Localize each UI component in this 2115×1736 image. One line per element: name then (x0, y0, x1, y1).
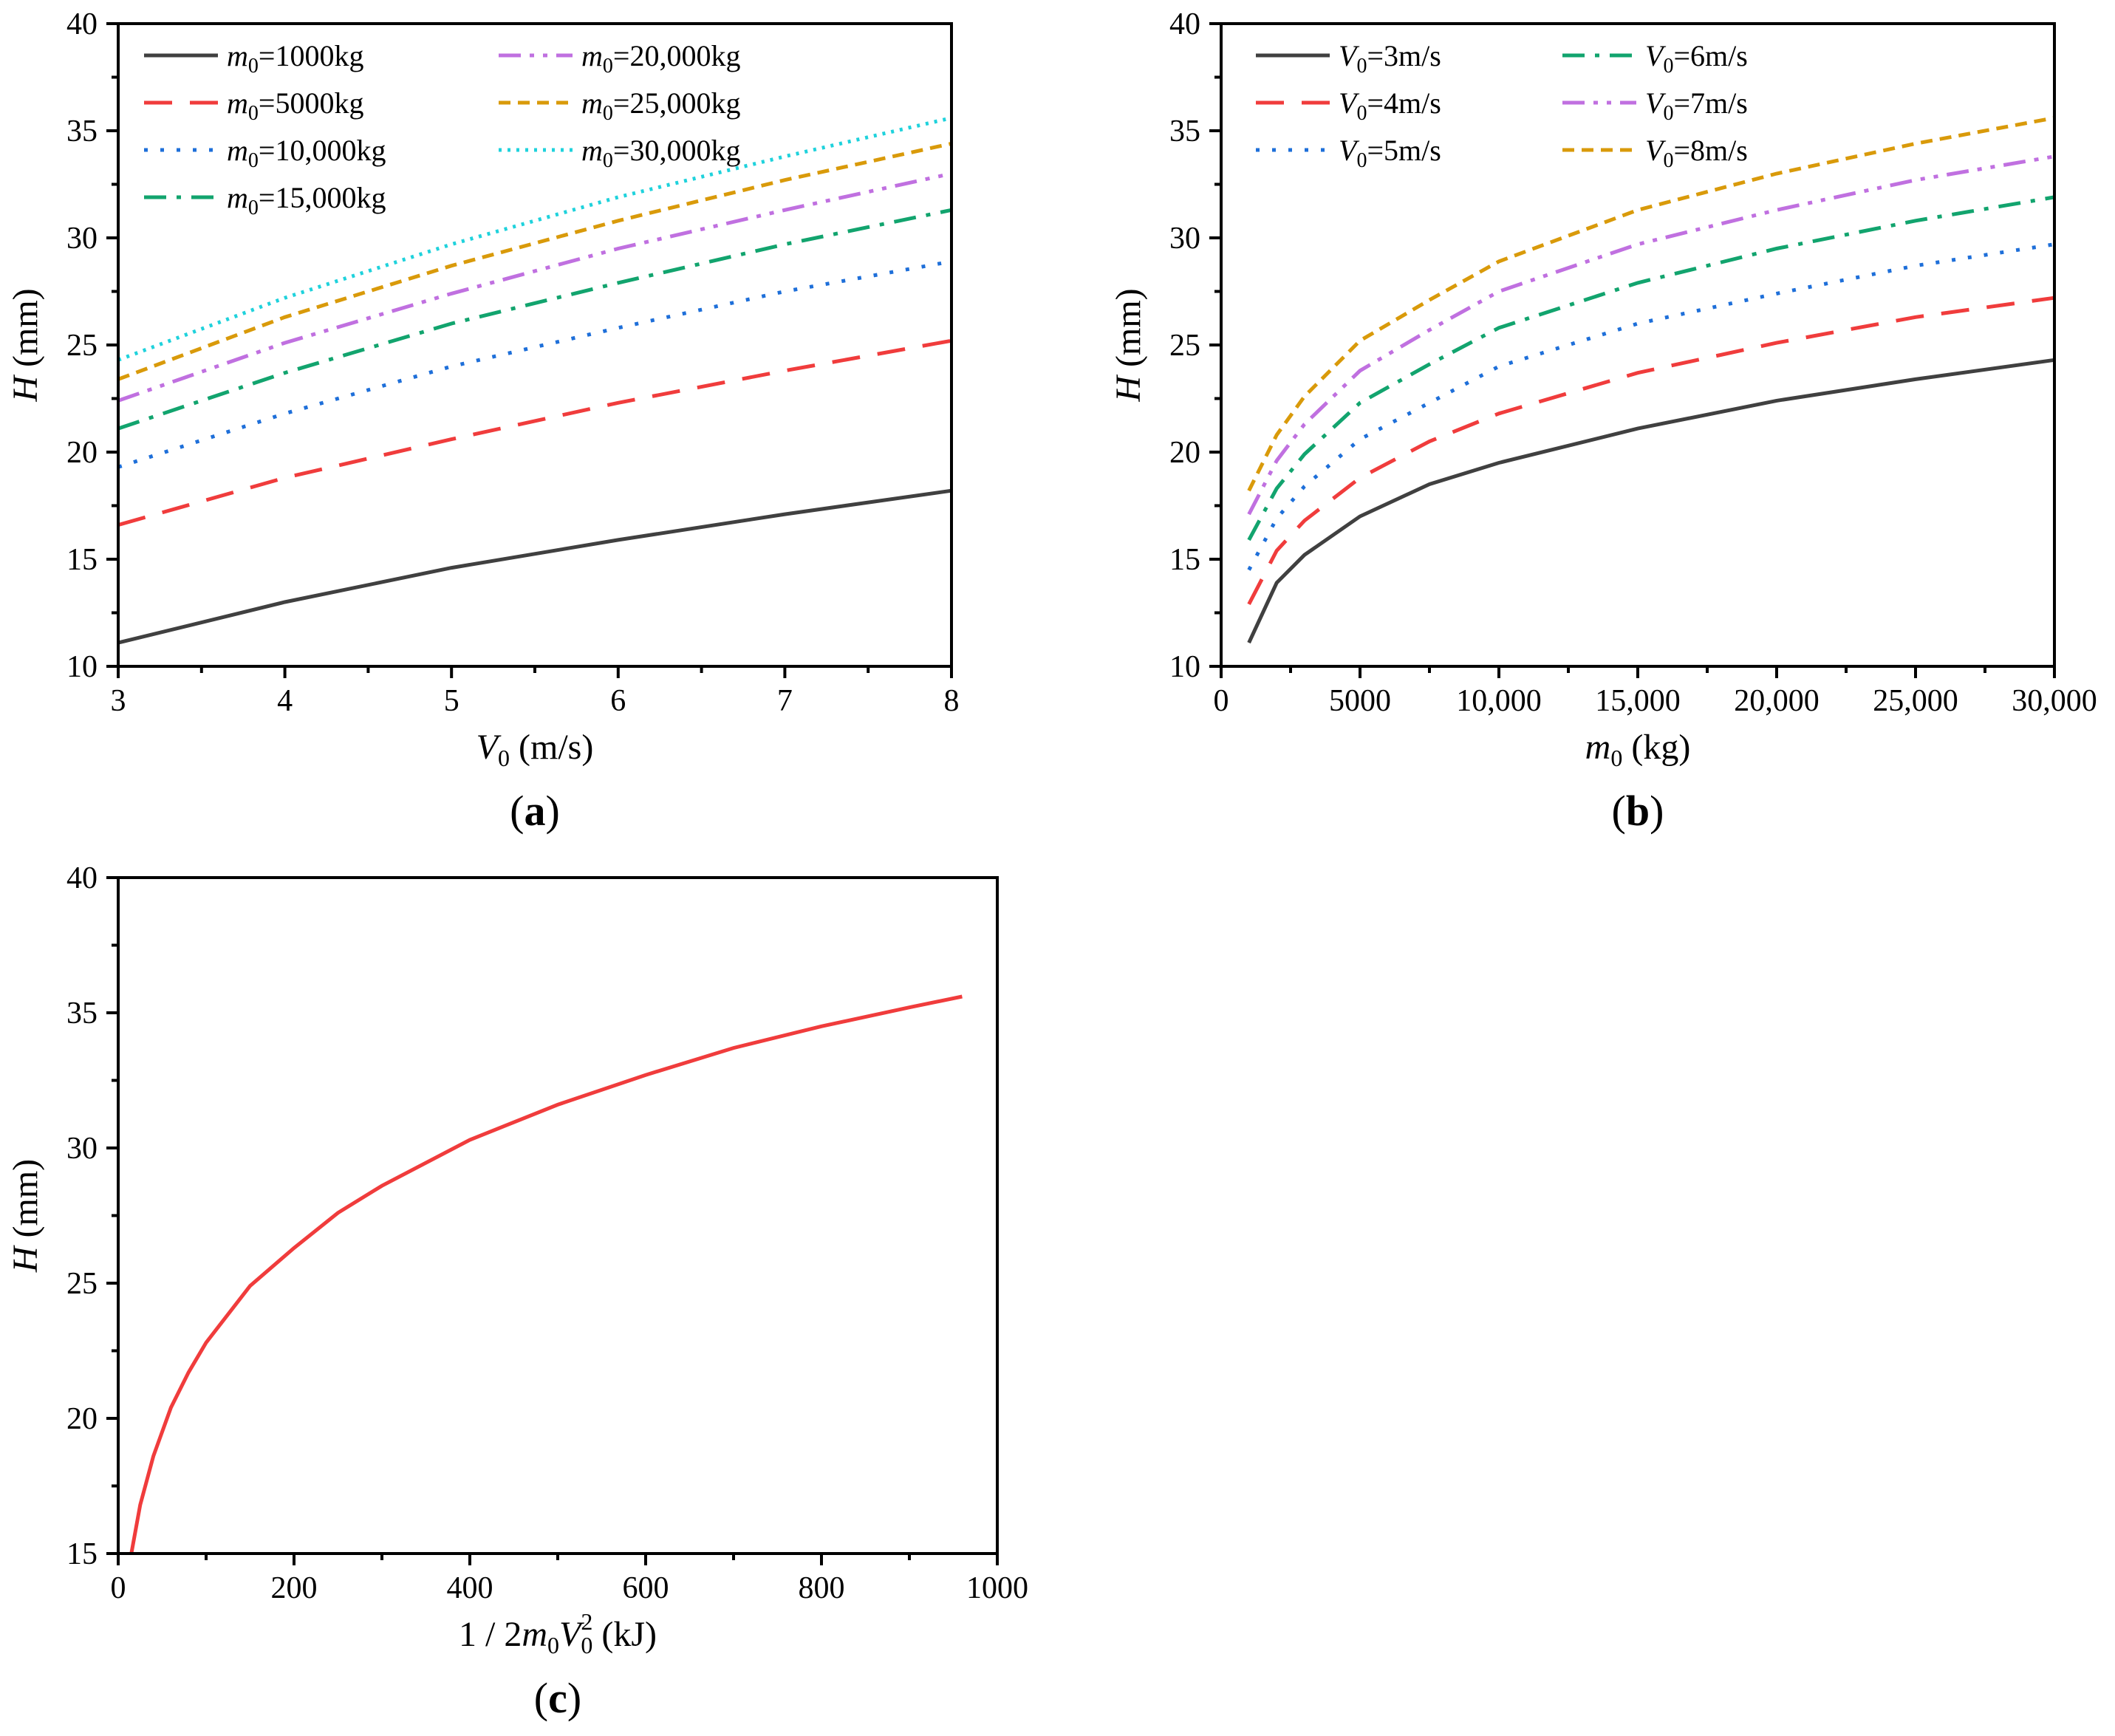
series-line-1 (1247, 358, 2055, 644)
y-tick-label: 35 (66, 115, 98, 148)
y-tick-label: 25 (66, 1267, 98, 1301)
y-tick-label: 40 (1169, 7, 1200, 41)
x-tick-label: 1000 (966, 1571, 1028, 1605)
panel-label: (c) (534, 1674, 581, 1722)
x-tick-label: 0 (1214, 684, 1229, 718)
x-tick-label: 7 (777, 684, 793, 718)
x-tick-label: 0 (111, 1571, 126, 1605)
panel-label: (a) (510, 787, 560, 835)
y-tick-label: 30 (66, 1132, 98, 1166)
plot-frame (1220, 22, 2056, 668)
y-tick-label: 40 (66, 7, 98, 41)
x-tick-label: 5 (444, 684, 459, 718)
legend-label: V0=5m/s (1339, 134, 1441, 172)
x-tick-label: 600 (623, 1571, 669, 1605)
panel-label: (b) (1612, 787, 1664, 835)
y-tick-label: 10 (66, 650, 98, 684)
series-line-2 (1247, 295, 2055, 606)
y-tick-label: 30 (1169, 222, 1200, 256)
series-line-6 (1247, 116, 2055, 492)
chart-c: 0 200 400 600 800 1000 15 20 25 30 35 40 1 / 2m0V02 … (6, 861, 1028, 1722)
legend-label: m0=20,000kg (581, 39, 740, 78)
x-tick-label: 200 (271, 1571, 318, 1605)
legend-label: m0=15,000kg (227, 181, 386, 219)
series-line-5 (117, 171, 952, 403)
x-tick-label: 10,000 (1456, 684, 1542, 718)
x-tick-label: 6 (610, 684, 626, 718)
x-tick-label: 30,000 (2012, 684, 2097, 718)
y-tick-label: 15 (66, 1537, 98, 1571)
y-tick-label: 35 (66, 997, 98, 1031)
x-axis-title: m0 (kg) (1585, 728, 1691, 771)
x-tick-label: 25,000 (1873, 684, 1958, 718)
x-tick-label: 5000 (1329, 684, 1391, 718)
series-line-1 (129, 994, 963, 1554)
series-line-4 (117, 208, 952, 431)
series-line-6 (117, 141, 952, 381)
y-axis-title: H (mm) (6, 288, 45, 402)
x-tick-label: 8 (944, 684, 960, 718)
legend-label: m0=5000kg (227, 86, 363, 125)
legend-label: V0=6m/s (1645, 39, 1748, 78)
y-tick-label: 25 (1169, 329, 1200, 363)
series-line-2 (117, 338, 952, 527)
series-line-5 (1247, 154, 2055, 516)
y-tick-label: 25 (66, 329, 98, 363)
legend-label: V0=3m/s (1339, 39, 1441, 78)
series-line-3 (117, 259, 952, 469)
x-tick-label: 800 (799, 1571, 845, 1605)
y-tick-label: 40 (66, 861, 98, 895)
chart-a: 3 4 5 6 7 8 10 15 20 25 30 35 40 V0 (m/s) H (mm) (a) m0=… (6, 7, 960, 835)
legend-label: V0=4m/s (1339, 86, 1441, 125)
y-tick-label: 30 (66, 222, 98, 256)
x-tick-label: 400 (447, 1571, 493, 1605)
y-axis-title: H (mm) (1109, 288, 1148, 402)
legend-label: V0=7m/s (1645, 86, 1748, 125)
x-tick-label: 4 (277, 684, 293, 718)
y-tick-label: 20 (66, 436, 98, 470)
y-tick-label: 15 (66, 543, 98, 577)
plot-frame (117, 22, 953, 668)
x-tick-label: 15,000 (1595, 684, 1681, 718)
y-tick-label: 10 (1169, 650, 1200, 684)
legend-label: m0=25,000kg (581, 86, 740, 125)
x-tick-label: 20,000 (1734, 684, 1820, 718)
y-tick-label: 15 (1169, 543, 1200, 577)
x-axis-title: 1 / 2m0V02 (kJ) (459, 1608, 657, 1658)
x-tick-label: 3 (111, 684, 126, 718)
y-tick-label: 20 (1169, 436, 1200, 470)
plot-frame (117, 876, 999, 1555)
y-tick-label: 20 (66, 1402, 98, 1436)
legend-label: m0=10,000kg (227, 134, 386, 172)
series-line-3 (1247, 242, 2055, 571)
legend-label: m0=30,000kg (581, 134, 740, 172)
series-line-4 (1247, 195, 2055, 541)
legend-label: m0=1000kg (227, 39, 363, 78)
y-tick-label: 35 (1169, 115, 1200, 148)
y-axis-title: H (mm) (6, 1159, 45, 1273)
legend-label: V0=8m/s (1645, 134, 1748, 172)
x-axis-title: V0 (m/s) (476, 728, 594, 771)
chart-b: 0 5000 10,000 15,000 20,000 25,000 30,000 10 15 2… (1109, 7, 2097, 835)
series-line-1 (117, 488, 952, 645)
